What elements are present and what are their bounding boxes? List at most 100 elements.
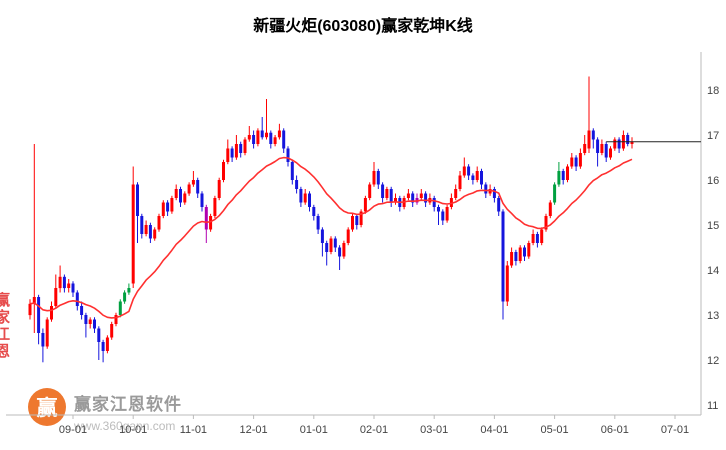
candle-body [260,130,264,138]
candle-body [462,166,466,176]
y-axis-label: 11 [707,400,718,412]
candle-body [578,153,582,167]
candle-body [561,171,565,180]
candle-body [355,216,359,225]
candle-body [510,252,514,266]
candle-body [385,189,389,198]
candle-body [591,130,595,140]
candle-body [290,162,294,180]
x-axis-label: 12-01 [240,424,268,436]
candle-body [544,216,548,230]
candle-body [222,162,225,180]
brand-logo-icon: 赢 [28,388,66,426]
candle-body [329,238,333,252]
candle-body [325,243,329,252]
y-axis-label: 15 [707,220,719,232]
candle-body [406,193,410,198]
candle-body [37,297,41,333]
x-axis-label: 03-01 [420,424,448,436]
candle-body [41,333,45,347]
candle-body [71,283,75,293]
candle-body [381,184,385,198]
x-axis-label: 07-01 [661,424,689,436]
candle-body [93,319,96,329]
candle-body [518,247,522,261]
candle-body [166,202,170,212]
candle-body [501,211,505,302]
candle-body [566,166,569,180]
candle-body [200,193,204,207]
candle-body [28,303,32,316]
candle-body [583,144,587,153]
candle-body [234,144,238,158]
candle-body [432,198,436,207]
candle-body [523,247,526,257]
candle-body [617,139,621,149]
brand-name: 赢家江恩软件 [74,395,182,414]
candle-body [548,202,552,216]
candle-body [346,229,350,243]
candle-body [84,315,88,324]
candle-body [449,198,453,207]
candle-body [295,180,299,189]
candle-body [196,180,200,194]
candle-body [531,234,535,243]
candle-body [308,193,311,207]
x-axis-label: 05-01 [541,424,569,436]
candle-body [286,148,290,162]
candle-body [475,171,479,180]
candle-body [484,184,488,194]
y-axis-label: 13 [707,310,719,322]
x-axis-label: 11-01 [180,424,207,436]
candle-body [179,189,182,203]
candle-body [437,207,440,212]
candle-body [389,189,393,203]
y-axis-label: 16 [707,175,719,187]
candle-body [596,139,600,153]
brand-watermark: 赢 赢家江恩软件 www.360gann.com [28,388,182,433]
candle-body [97,328,101,342]
candle-body [273,137,277,144]
candle-body [363,198,367,212]
candle-body [239,144,243,153]
candle-body [226,148,230,162]
candle-body [492,189,496,198]
candle-body [342,243,346,257]
y-axis-label: 17 [707,130,719,142]
candle-body [256,130,260,144]
candle-body [110,324,114,338]
candle-body [394,198,397,203]
candle-body [454,189,458,198]
x-axis-label: 09-01 [59,424,87,436]
candle-body [277,130,281,138]
candle-body [174,189,178,198]
candle-body [80,306,84,315]
x-axis-label: 10-01 [119,424,147,436]
candle-body [54,288,58,306]
candle-body [136,184,139,216]
candle-body [144,225,148,234]
candle-body [480,171,483,185]
candle-body [626,135,630,144]
y-axis-label: 14 [707,265,719,277]
candle-body [265,132,268,138]
candle-body [333,238,337,248]
candle-body [161,202,165,216]
candle-body [600,144,604,153]
candle-body [570,157,574,167]
candle-body [209,216,213,230]
ma-line [29,156,633,319]
candle-body [58,276,62,289]
candle-body [535,234,539,243]
candle-body [574,157,578,167]
candle-body [630,141,634,144]
candle-body [613,139,617,149]
candle-body [505,265,509,302]
candle-body [368,184,372,198]
candle-body [312,207,316,216]
candle-body [338,247,342,257]
candle-body [587,130,591,149]
candle-body [213,198,217,216]
